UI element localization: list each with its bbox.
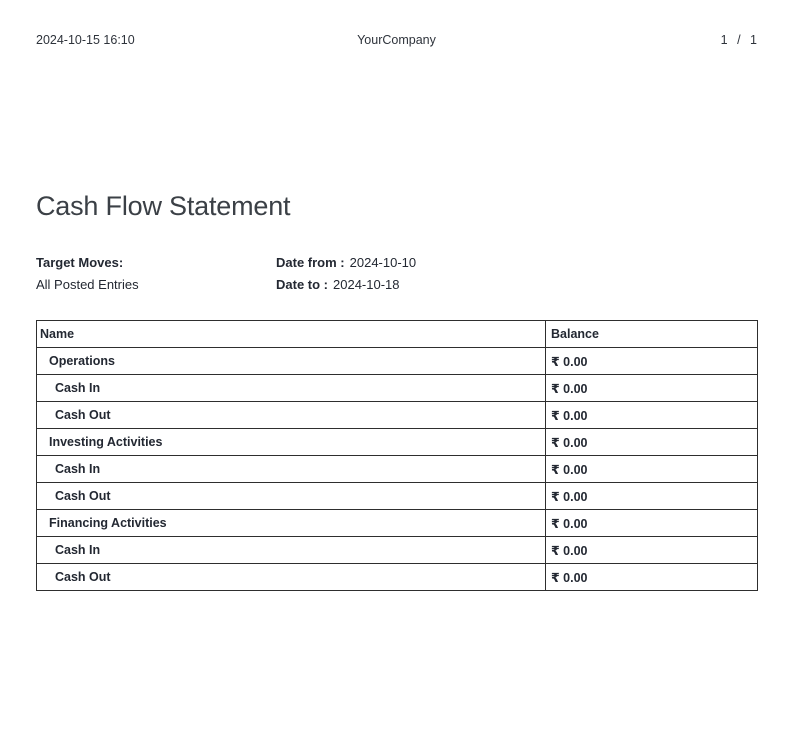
row-name: Cash Out: [55, 570, 111, 584]
row-name: Cash Out: [55, 489, 111, 503]
row-balance: ₹ 0.00: [551, 489, 588, 504]
page-number: 1 / 1: [720, 33, 757, 47]
date-to-row: Date to : 2024-10-18: [276, 273, 416, 295]
row-name: Financing Activities: [49, 516, 167, 530]
row-balance: ₹ 0.00: [551, 570, 588, 585]
report-title: Cash Flow Statement: [36, 191, 291, 221]
column-header-name: Name: [36, 320, 546, 348]
row-balance-cell: ₹ 0.00: [545, 482, 758, 510]
row-balance: ₹ 0.00: [551, 408, 588, 423]
date-from-label: Date from :: [276, 254, 345, 270]
row-balance-cell: ₹ 0.00: [545, 509, 758, 537]
table-row: Cash In ₹ 0.00: [36, 455, 758, 483]
table-row: Cash In ₹ 0.00: [36, 374, 758, 402]
row-name: Operations: [49, 354, 115, 368]
table-row: Cash In ₹ 0.00: [36, 536, 758, 564]
row-name-cell: Cash Out: [36, 482, 546, 510]
date-to-label: Date to :: [276, 276, 328, 292]
table-row: Cash Out ₹ 0.00: [36, 482, 758, 510]
row-balance-cell: ₹ 0.00: [545, 374, 758, 402]
row-balance: ₹ 0.00: [551, 516, 588, 531]
column-header-balance: Balance: [545, 320, 758, 348]
date-from-row: Date from : 2024-10-10: [276, 251, 416, 273]
row-name-cell: Cash In: [36, 455, 546, 483]
row-balance-cell: ₹ 0.00: [545, 401, 758, 429]
row-name-cell: Cash Out: [36, 401, 546, 429]
row-name: Cash In: [55, 543, 101, 557]
row-name: Cash In: [55, 462, 101, 476]
row-name: Investing Activities: [49, 435, 163, 449]
statement-table-body: Operations ₹ 0.00 Cash In ₹ 0.00 Cash Ou…: [36, 347, 758, 591]
date-to-value: 2024-10-18: [333, 276, 400, 292]
print-timestamp: 2024-10-15 16:10: [36, 33, 135, 47]
date-from-value: 2024-10-10: [349, 254, 417, 270]
row-balance-cell: ₹ 0.00: [545, 347, 758, 375]
row-name-cell: Investing Activities: [36, 428, 546, 456]
row-name-cell: Cash In: [36, 374, 546, 402]
report-filters: Target Moves: Date from : 2024-10-10 All…: [36, 251, 416, 295]
row-balance: ₹ 0.00: [551, 381, 588, 396]
table-row: Investing Activities ₹ 0.00: [36, 428, 758, 456]
row-balance: ₹ 0.00: [551, 543, 588, 558]
row-balance-cell: ₹ 0.00: [545, 428, 758, 456]
row-balance-cell: ₹ 0.00: [545, 455, 758, 483]
company-name: YourCompany: [357, 33, 436, 47]
row-balance: ₹ 0.00: [551, 354, 588, 369]
table-row: Operations ₹ 0.00: [36, 347, 758, 375]
table-header-row: Name Balance: [36, 320, 758, 348]
table-row: Financing Activities ₹ 0.00: [36, 509, 758, 537]
row-balance-cell: ₹ 0.00: [545, 563, 758, 591]
page-header: 2024-10-15 16:10 YourCompany 1 / 1: [36, 33, 757, 47]
target-moves-value: All Posted Entries: [36, 276, 139, 292]
row-balance: ₹ 0.00: [551, 435, 588, 450]
row-name: Cash In: [55, 381, 101, 395]
target-moves-label: Target Moves:: [36, 254, 124, 270]
table-head: Name Balance: [36, 320, 758, 348]
table-row: Cash Out ₹ 0.00: [36, 401, 758, 429]
row-balance: ₹ 0.00: [551, 462, 588, 477]
cash-flow-table: Name Balance Operations ₹ 0.00 Cash In ₹…: [36, 320, 758, 591]
row-name-cell: Operations: [36, 347, 546, 375]
row-name: Cash Out: [55, 408, 111, 422]
row-name-cell: Financing Activities: [36, 509, 546, 537]
row-name-cell: Cash Out: [36, 563, 546, 591]
table-row: Cash Out ₹ 0.00: [36, 563, 758, 591]
row-balance-cell: ₹ 0.00: [545, 536, 758, 564]
row-name-cell: Cash In: [36, 536, 546, 564]
